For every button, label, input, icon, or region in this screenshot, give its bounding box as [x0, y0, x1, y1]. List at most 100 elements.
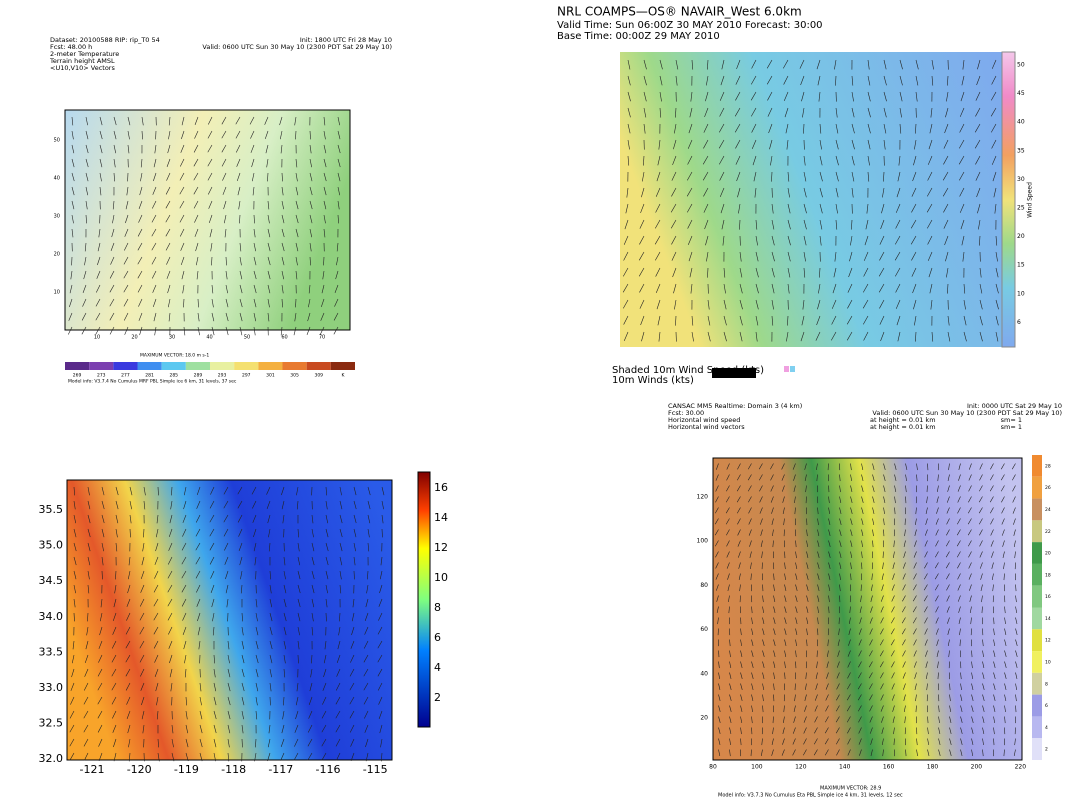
x-tick-label: 160 [883, 764, 895, 771]
colorbar-tick-label: 309 [314, 373, 323, 379]
colorbar-cell [306, 362, 331, 370]
header-text: <U10,V10> Vectors [50, 64, 115, 72]
legend-swatch [784, 366, 789, 372]
y-tick-label: 120 [697, 494, 709, 501]
colorbar-tick-label: 12 [1045, 638, 1051, 644]
colorbar-cell [330, 362, 355, 370]
colorbar-cell [1032, 607, 1042, 630]
legend-text: Shaded 10m Wind Speed (kts) [612, 365, 764, 376]
colorbar-tick-label: 8 [434, 601, 441, 614]
y-tick-label: 32.0 [39, 752, 64, 765]
map-panel-4 [712, 457, 1023, 761]
y-tick-label: 20 [54, 252, 60, 258]
colorbar-tick-label: 289 [194, 373, 203, 379]
header-text: Terrain height AMSL [49, 57, 115, 65]
colorbar-cell [1032, 498, 1042, 521]
y-tick-label: 10 [54, 290, 60, 296]
colorbar-tick-label: 285 [169, 373, 178, 379]
x-tick-label: 10 [94, 335, 100, 341]
colorbar-tick-label: 24 [1045, 507, 1051, 513]
legend-swatch [790, 366, 795, 372]
header-text: Valid: 0600 UTC Sun 30 May 10 (2300 PDT … [202, 43, 392, 51]
colorbar-tick-label: 4 [434, 661, 441, 674]
x-tick-label: -119 [174, 763, 199, 776]
colorbar-cell [185, 362, 210, 370]
y-tick-label: 100 [697, 538, 709, 545]
y-tick-label: 35.0 [39, 539, 64, 552]
colorbar-cell [1032, 563, 1042, 586]
y-tick-label: 34.5 [39, 574, 64, 587]
colorbar-tick-label: 14 [1045, 616, 1051, 622]
header-text: CANSAC MM5 Realtime: Domain 3 (4 km) [668, 402, 802, 410]
colorbar-tick-label: 16 [1045, 594, 1051, 600]
y-tick-label: 40 [700, 670, 708, 677]
x-tick-label: 50 [244, 335, 250, 341]
colorbar [417, 471, 431, 728]
colorbar-cell [113, 362, 138, 370]
legend-text: 10m Winds (kts) [612, 375, 694, 386]
colorbar-tick-label: 8 [1045, 681, 1048, 687]
y-tick-label: 34.0 [39, 610, 64, 623]
colorbar-tick-label: 10 [434, 571, 448, 584]
x-tick-label: 120 [795, 764, 807, 771]
x-tick-label: -120 [127, 763, 152, 776]
colorbar-tick-label: 6 [1045, 703, 1048, 709]
map-panel-3 [66, 479, 393, 761]
header-text: 2-meter Temperature [50, 50, 119, 58]
colorbar-tick-label: 50 [1017, 62, 1025, 69]
colorbar-tick-label: 301 [266, 373, 275, 379]
colorbar-tick-label: 4 [1045, 725, 1048, 731]
colorbar-cell [1032, 651, 1042, 673]
colorbar-cell [161, 362, 186, 370]
x-tick-label: 140 [839, 764, 851, 771]
footer-text: Model info: V3.7.4 No Cumulus MRF PBL Si… [68, 379, 237, 385]
colorbar-tick-label: 35 [1017, 147, 1025, 154]
colorbar-tick-label: 20 [1045, 551, 1051, 557]
colorbar-tick-label: 269 [73, 373, 82, 379]
x-tick-label: 100 [751, 764, 763, 771]
header-text: at height = 0.01 km [870, 423, 936, 431]
x-tick-label: 200 [971, 764, 983, 771]
colorbar-tick-label: 2 [434, 691, 441, 704]
y-tick-label: 80 [700, 582, 708, 589]
y-tick-label: 32.5 [39, 717, 64, 730]
x-tick-label: 20 [131, 335, 137, 341]
x-tick-label: -117 [268, 763, 293, 776]
colorbar-cell [65, 362, 90, 370]
x-tick-label: 30 [169, 335, 175, 341]
colorbar-tick-label: 12 [434, 541, 448, 554]
header-text: at height = 0.01 km [870, 416, 936, 424]
header-text: Fcst: 48.00 h [50, 43, 92, 51]
colorbar-cell [258, 362, 283, 370]
header-text: Horizontal wind speed [668, 416, 740, 424]
colorbar-cell [210, 362, 235, 370]
colorbar-tick-label: 14 [434, 511, 448, 524]
colorbar-tick-label: 30 [1017, 176, 1025, 183]
x-tick-label: -121 [80, 763, 105, 776]
colorbar-tick-label: 22 [1045, 529, 1051, 535]
colorbar-tick-label: 40 [1017, 119, 1025, 126]
title: NRL COAMPS—OS® NAVAIR_West 6.0km [557, 5, 802, 19]
colorbar-cell [1032, 672, 1042, 695]
x-tick-label: 60 [281, 335, 287, 341]
colorbar-tick-label: 18 [1045, 572, 1051, 578]
header-text: Fcst: 30.00 [668, 409, 704, 417]
colorbar-cell [137, 362, 162, 370]
header-text: Valid Time: Sun 06:00Z 30 MAY 2010 Forec… [557, 20, 823, 31]
colorbar-tick-label: K [341, 373, 345, 379]
y-tick-label: 33.0 [39, 681, 64, 694]
colorbar-cell [1032, 520, 1042, 543]
y-tick-label: 40 [54, 176, 60, 182]
colorbar-tick-label: 293 [218, 373, 227, 379]
colorbar-cell [282, 362, 307, 370]
x-tick-label: -116 [316, 763, 341, 776]
colorbar-cell [1032, 542, 1042, 564]
x-tick-label: 80 [709, 764, 717, 771]
colorbar-tick-label: 6 [1017, 319, 1021, 326]
x-tick-label: 40 [206, 335, 212, 341]
x-tick-label: 70 [319, 335, 325, 341]
colorbar-cell [1032, 694, 1042, 717]
header-text: sm= 1 [1001, 416, 1022, 424]
colorbar-tick-label: 28 [1045, 463, 1051, 469]
